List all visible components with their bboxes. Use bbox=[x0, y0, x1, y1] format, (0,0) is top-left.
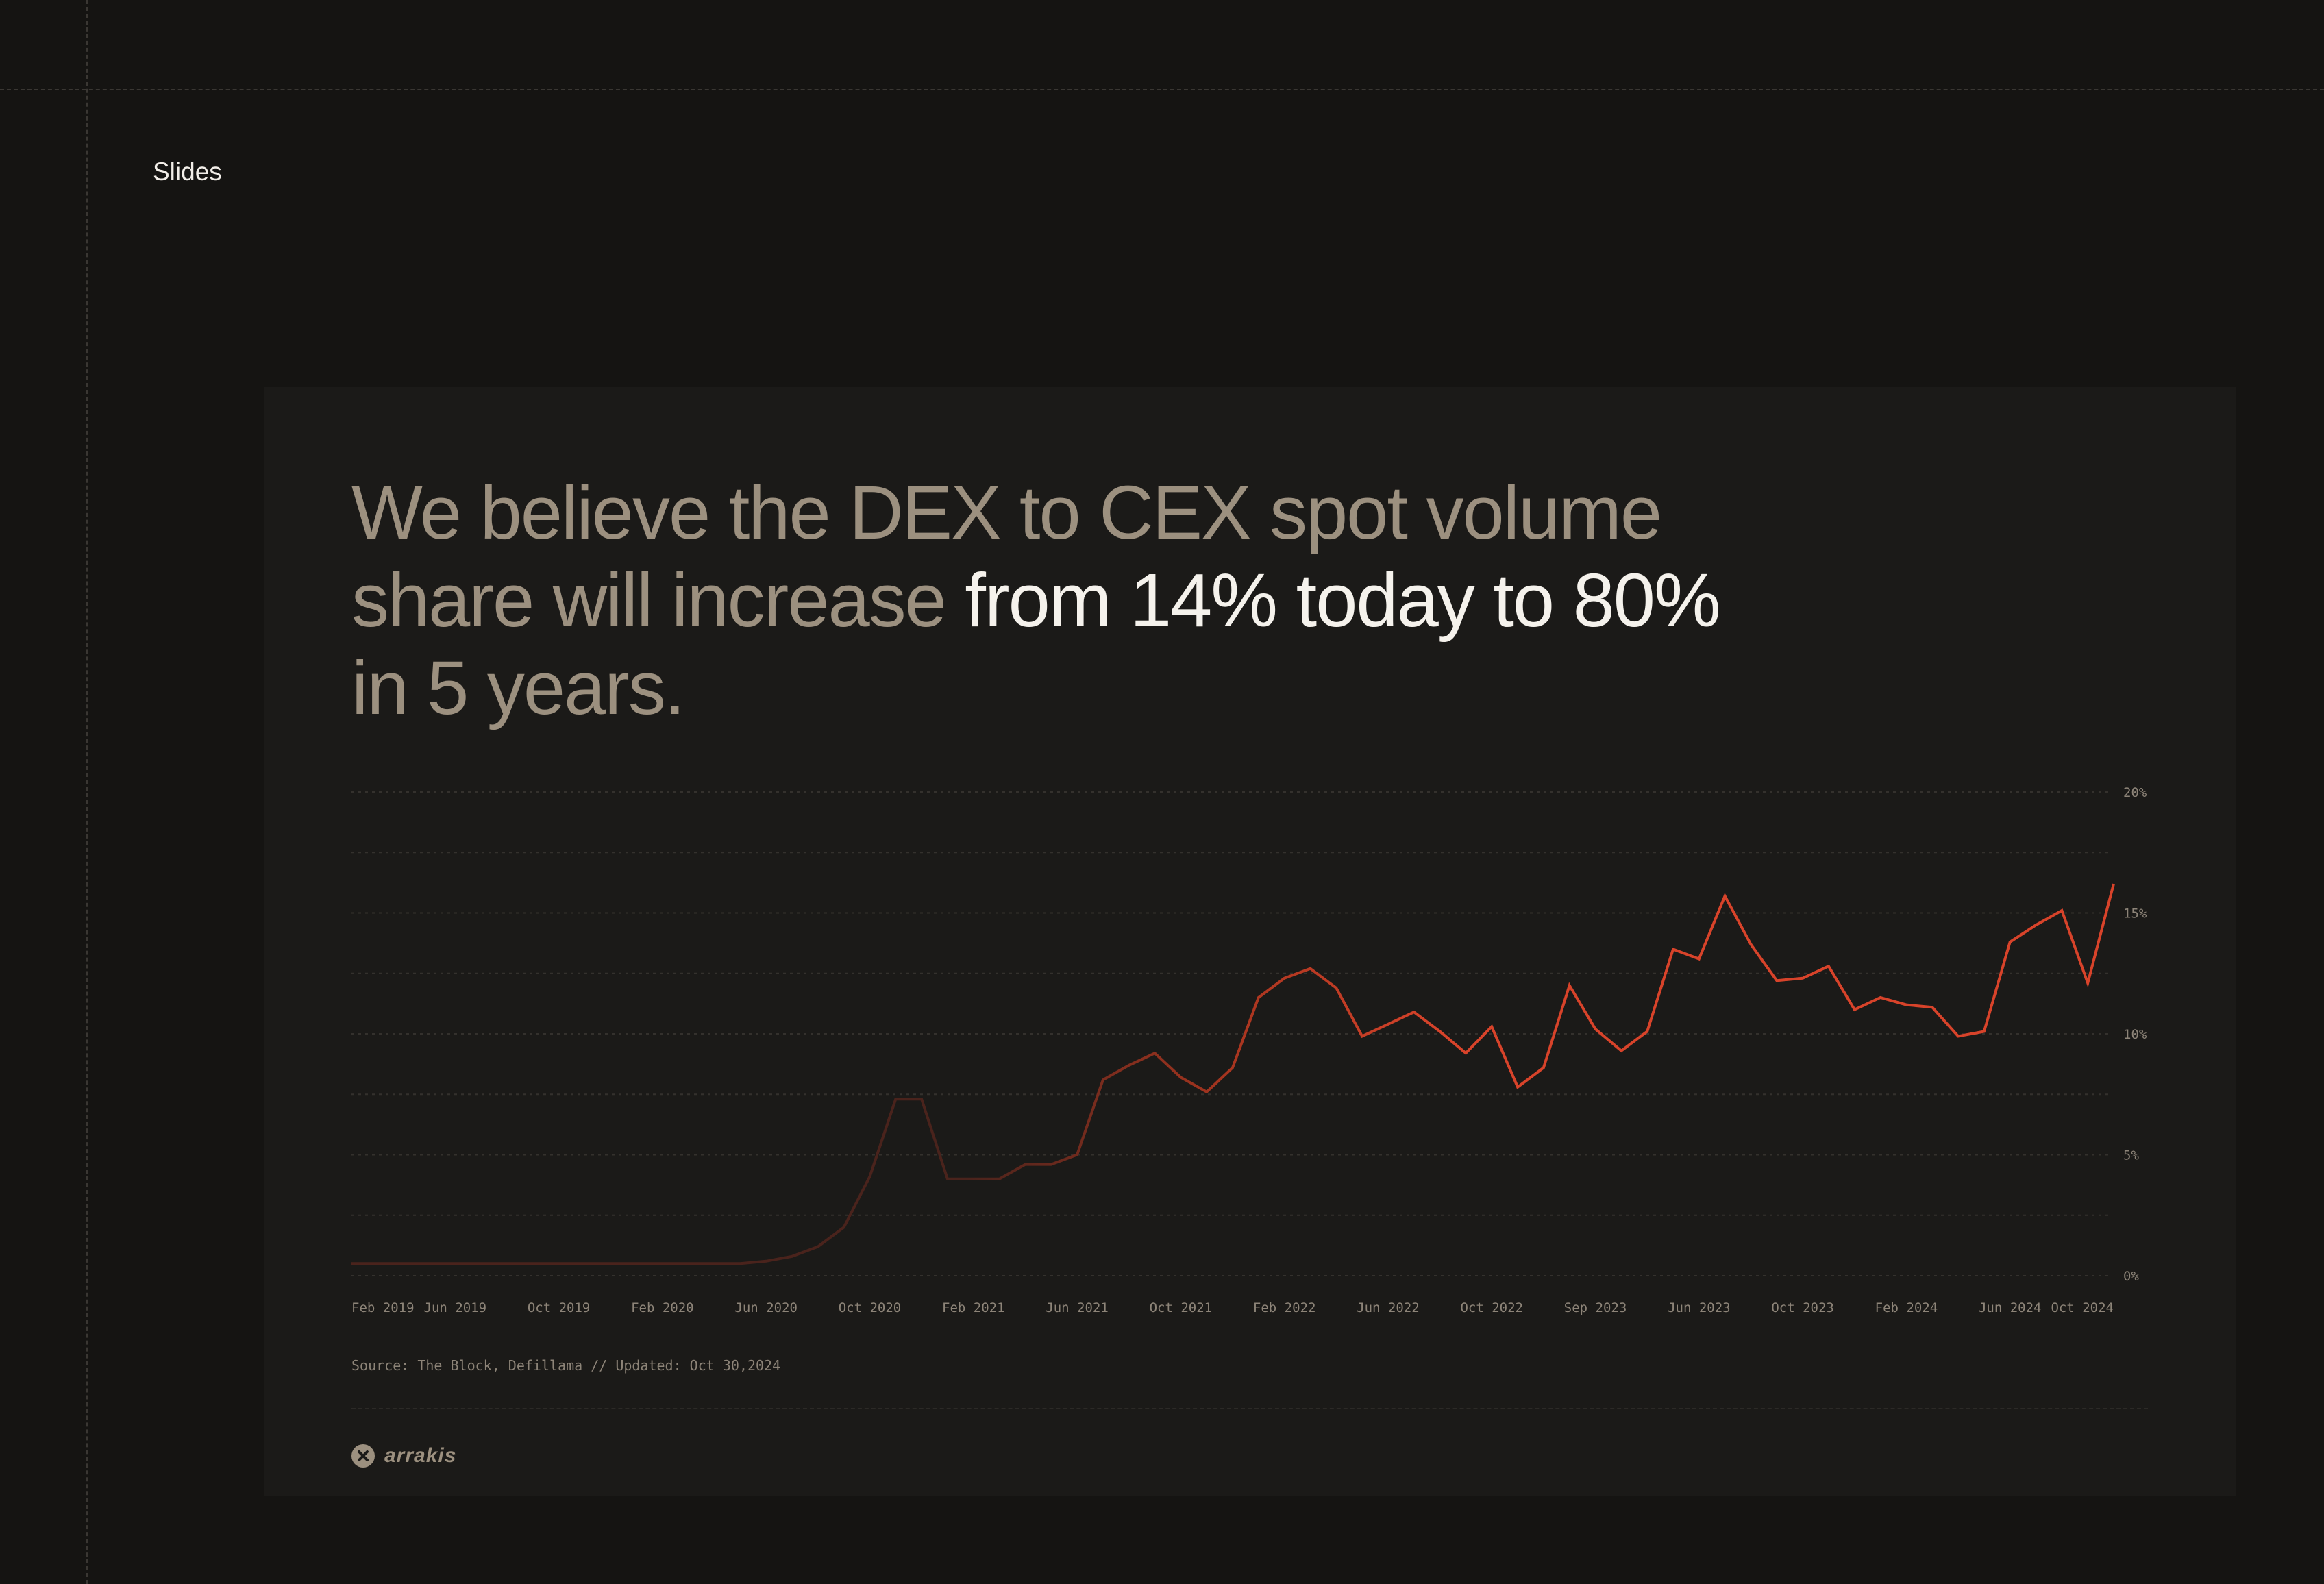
chart-container: 0% 5% 10% 15% 20% Feb 2019 Jun 2019 Oct 2019 Feb… bbox=[264, 387, 2236, 1496]
x-tick-label: Feb 2024 bbox=[1875, 1300, 1938, 1315]
x-tick-label: Feb 2020 bbox=[631, 1300, 694, 1315]
headline-highlight: from 14% today to 80% bbox=[965, 558, 1720, 643]
section-label: Slides bbox=[153, 158, 222, 186]
x-tick-label: Feb 2022 bbox=[1253, 1300, 1316, 1315]
brand-logo: arrakis bbox=[351, 1439, 456, 1473]
headline: We believe the DEX to CEX spot volume sh… bbox=[351, 469, 1722, 732]
x-tick-label: Oct 2024 bbox=[2051, 1300, 2114, 1315]
guide-line-vertical bbox=[86, 0, 88, 1584]
source-note: Source: The Block, Defillama // Updated:… bbox=[351, 1357, 781, 1374]
headline-part-2: in 5 years. bbox=[351, 646, 685, 730]
x-tick-label: Sep 2023 bbox=[1564, 1300, 1627, 1315]
x-tick-label: Jun 2022 bbox=[1357, 1300, 1420, 1315]
x-tick-label: Oct 2023 bbox=[1771, 1300, 1834, 1315]
x-tick-label: Oct 2019 bbox=[528, 1300, 591, 1315]
x-tick-label: Jun 2020 bbox=[734, 1300, 798, 1315]
brand-logo-text: arrakis bbox=[384, 1444, 457, 1467]
x-tick-label: Feb 2019 bbox=[351, 1300, 415, 1315]
brand-logo-icon bbox=[351, 1444, 375, 1468]
y-tick-label: 10% bbox=[2123, 1027, 2147, 1042]
y-tick-label: 0% bbox=[2123, 1269, 2139, 1284]
series-line bbox=[351, 883, 2115, 1265]
y-tick-label: 15% bbox=[2123, 906, 2147, 921]
y-tick-label: 20% bbox=[2123, 785, 2147, 800]
line-chart: 0% 5% 10% 15% 20% Feb 2019 Jun 2019 Oct 2019 Feb… bbox=[351, 785, 2147, 1315]
x-tick-label: Oct 2020 bbox=[839, 1300, 902, 1315]
x-tick-label: Feb 2021 bbox=[942, 1300, 1005, 1315]
y-tick-label: 5% bbox=[2123, 1148, 2139, 1163]
slide-card[interactable]: We believe the DEX to CEX spot volume sh… bbox=[264, 387, 2236, 1496]
x-tick-label: Oct 2021 bbox=[1150, 1300, 1213, 1315]
guide-line-horizontal bbox=[0, 89, 2324, 90]
headline-part-1: We believe the DEX to CEX spot volume sh… bbox=[351, 471, 1662, 643]
x-tick-label: Jun 2023 bbox=[1668, 1300, 1731, 1315]
x-tick-label: Oct 2022 bbox=[1460, 1300, 1523, 1315]
footer-divider bbox=[351, 1408, 2148, 1409]
x-tick-label: Jun 2019 bbox=[424, 1300, 487, 1315]
x-tick-label: Jun 2024 bbox=[1979, 1300, 2042, 1315]
x-tick-label: Jun 2021 bbox=[1046, 1300, 1109, 1315]
